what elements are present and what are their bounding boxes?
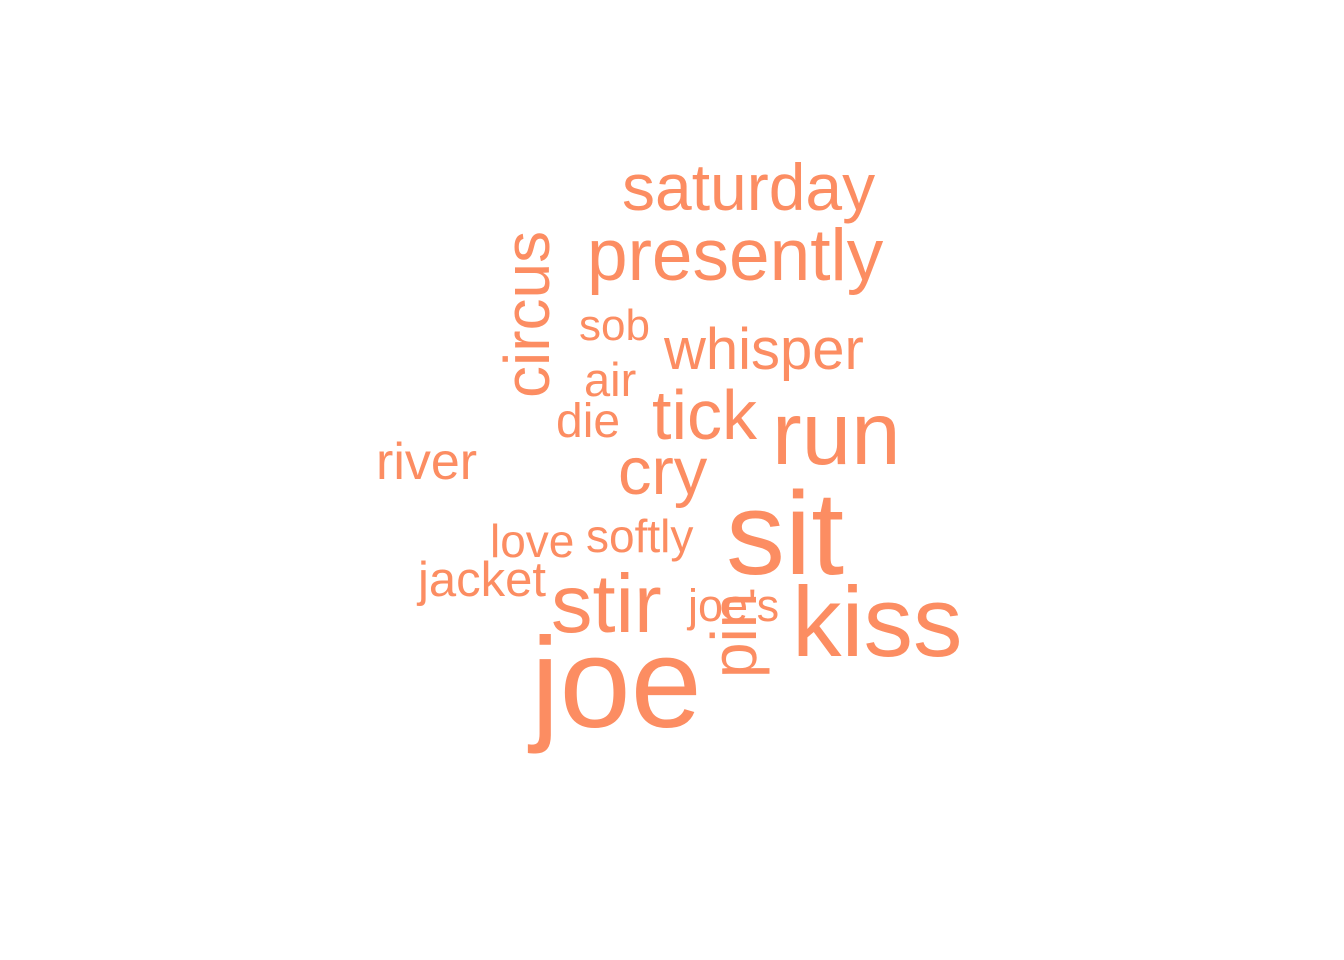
word-pin: pin — [698, 592, 770, 678]
word-run: run — [772, 383, 901, 483]
word-saturday: saturday — [622, 150, 876, 224]
word-tick: tick — [652, 376, 757, 454]
word-cry: cry — [618, 434, 708, 509]
word-joes: joe's — [688, 580, 780, 631]
word-die: die — [556, 395, 621, 448]
word-softly: softly — [586, 510, 694, 562]
word-love: love — [490, 515, 575, 567]
word-air: air — [584, 353, 637, 406]
word-sit: sit — [726, 468, 844, 600]
word-jacket: jacket — [418, 553, 547, 607]
word-river: river — [376, 433, 478, 491]
word-sob: sob — [579, 301, 650, 350]
word-stir: stir — [551, 557, 662, 650]
word-joe: joe — [531, 612, 702, 755]
word-circus: circus — [491, 230, 563, 398]
word-presently: presently — [587, 215, 884, 296]
word-kiss: kiss — [792, 566, 963, 677]
word-whisper: whisper — [664, 317, 864, 382]
